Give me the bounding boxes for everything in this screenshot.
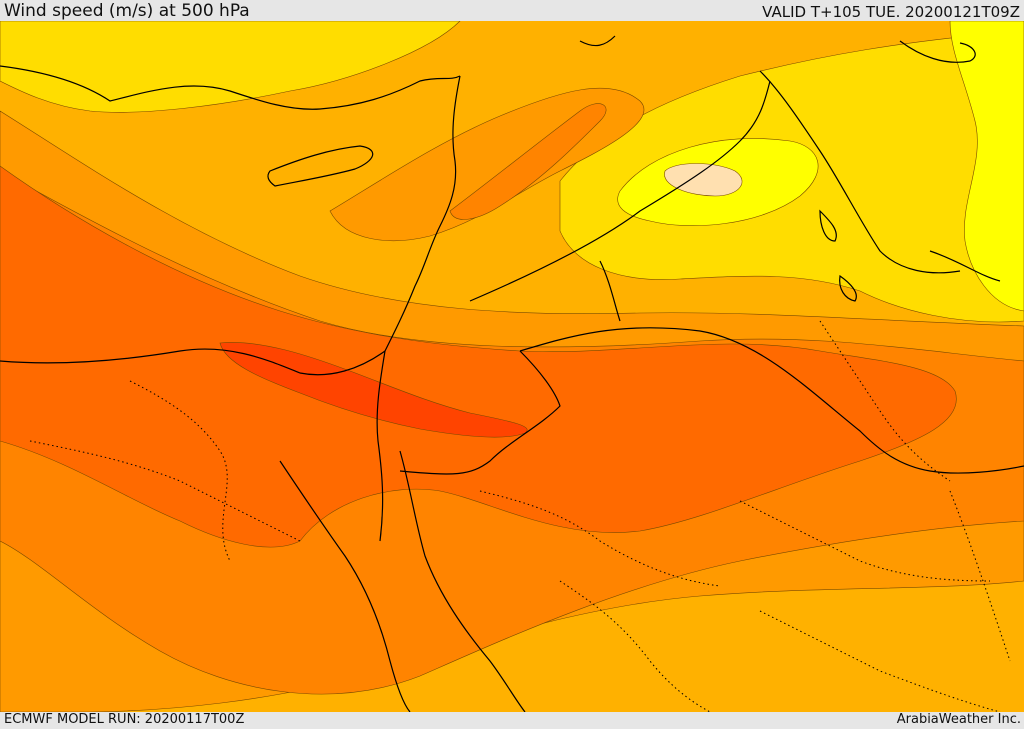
wind-speed-map[interactable] <box>0 21 1024 712</box>
model-run-label: ECMWF MODEL RUN: 20200117T00Z <box>4 712 245 727</box>
coastlines <box>0 35 1024 712</box>
wind-band-yellow-far-east <box>949 21 1024 312</box>
wind-band-gold-north <box>0 21 461 113</box>
wind-band-dark-orange-levant <box>449 103 607 220</box>
footer-bar: ECMWF MODEL RUN: 20200117T00Z ArabiaWeat… <box>0 712 1024 729</box>
map-title: Wind speed (m/s) at 500 hPa <box>4 1 250 21</box>
wind-speed-map-canvas <box>0 21 1024 712</box>
internal-boundaries <box>29 320 1011 712</box>
wind-band-red-orange <box>0 165 957 548</box>
header-bar: Wind speed (m/s) at 500 hPa VALID T+105 … <box>0 0 1024 21</box>
credit-label: ArabiaWeather Inc. <box>896 712 1021 727</box>
valid-time-label: VALID T+105 TUE. 20200121T09Z <box>762 3 1020 21</box>
wind-band-lightest-core <box>664 163 743 197</box>
